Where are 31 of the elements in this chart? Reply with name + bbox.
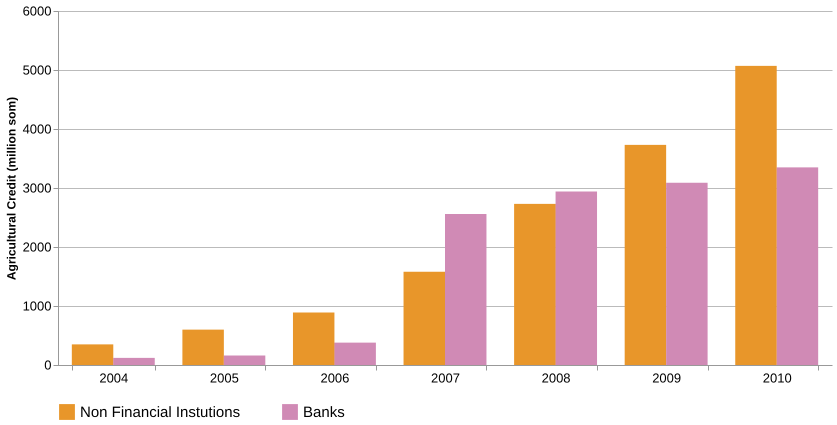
bar xyxy=(556,192,598,365)
bar xyxy=(72,344,114,365)
y-axis-title: Agricultural Credit (million som) xyxy=(4,96,19,280)
legend-label: Banks xyxy=(303,404,345,421)
bar xyxy=(404,272,445,365)
bar xyxy=(334,342,376,365)
bar xyxy=(113,358,155,365)
x-tick-label: 2009 xyxy=(652,370,682,386)
bar xyxy=(514,204,556,365)
bar xyxy=(292,312,334,365)
x-tick-label: 2004 xyxy=(99,370,128,386)
bar xyxy=(182,330,224,365)
legend-label: Non Financial Instutions xyxy=(80,404,240,421)
y-tick-label: 5000 xyxy=(22,62,52,78)
y-tick-label: 1000 xyxy=(22,298,52,314)
y-tick-label: 3000 xyxy=(22,180,52,196)
bar xyxy=(666,182,708,365)
bar xyxy=(224,356,266,365)
bar xyxy=(776,167,818,365)
bar xyxy=(735,66,777,365)
x-tick-label: 2006 xyxy=(320,370,350,386)
x-tick-label: 2007 xyxy=(431,370,460,386)
x-tick-label: 2010 xyxy=(762,370,792,386)
x-tick-label: 2005 xyxy=(210,370,239,386)
bar xyxy=(624,144,666,365)
y-tick-label: 0 xyxy=(44,358,52,372)
x-tick-label: 2008 xyxy=(542,370,571,386)
bar xyxy=(445,214,486,365)
y-tick-label: 2000 xyxy=(22,240,52,254)
y-tick-label: 6000 xyxy=(22,4,52,18)
y-tick-label: 4000 xyxy=(22,122,52,136)
